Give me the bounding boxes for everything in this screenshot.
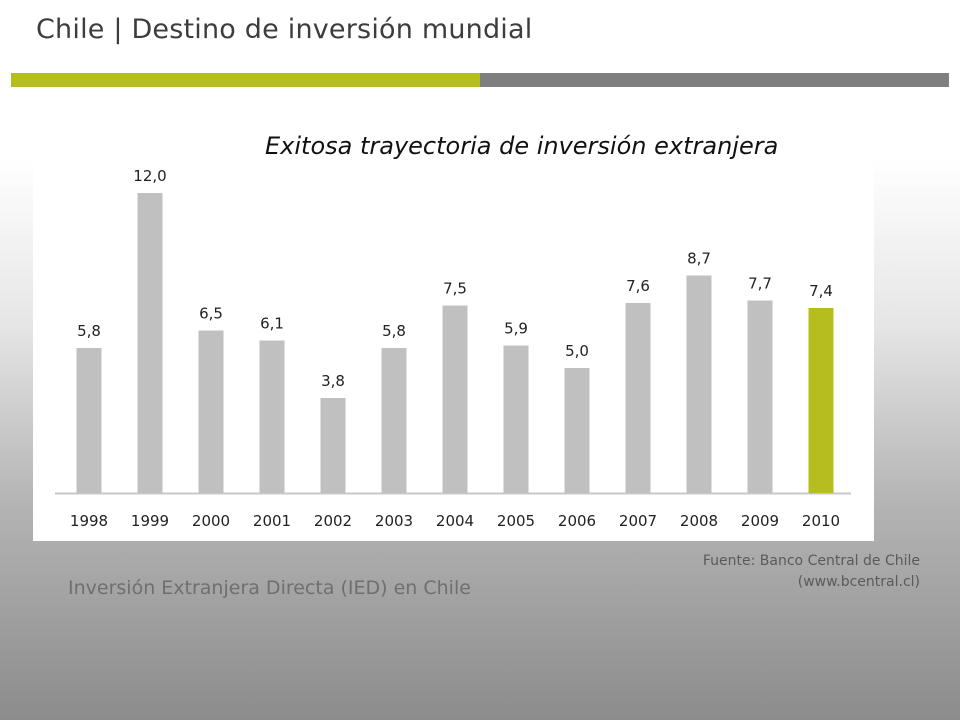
source-line-1: Fuente: Banco Central de Chile	[702, 553, 920, 569]
bar-2002	[320, 398, 346, 493]
data-label-2010: 7,4	[809, 282, 833, 300]
bar-1998	[76, 348, 102, 493]
x-tick-label-2010: 2010	[802, 512, 840, 530]
data-label-1999: 12,0	[133, 167, 166, 185]
bar-2003	[381, 348, 407, 493]
data-label-2001: 6,1	[260, 315, 284, 333]
data-label-2009: 7,7	[748, 275, 772, 293]
data-label-2000: 6,5	[199, 305, 223, 323]
data-label-1998: 5,8	[77, 322, 101, 340]
data-label-2003: 5,8	[382, 322, 406, 340]
x-tick-label-2002: 2002	[314, 512, 352, 530]
data-label-2002: 3,8	[321, 372, 345, 390]
source-line-2: (www.bcentral.cl)	[797, 574, 920, 590]
x-tick-label-2004: 2004	[436, 512, 474, 530]
source-note: Fuente: Banco Central de Chile (www.bcen…	[703, 551, 920, 593]
x-tick-label-2008: 2008	[680, 512, 718, 530]
x-tick-label-2005: 2005	[497, 512, 535, 530]
bar-2008	[686, 275, 712, 493]
bar-chart: 5,8 1998 12,0 1999 6,5 2000 6,1 2001 3,8 2002 5,8 2…	[55, 167, 851, 530]
data-label-2008: 8,7	[687, 250, 711, 268]
bar-2004	[442, 305, 468, 493]
x-tick-label-2006: 2006	[558, 512, 596, 530]
x-tick-label-2003: 2003	[375, 512, 413, 530]
data-label-2004: 7,5	[443, 280, 467, 298]
data-label-2005: 5,9	[504, 320, 528, 338]
bar-2007	[625, 303, 651, 493]
bar-2000	[198, 330, 224, 493]
x-tick-label-2007: 2007	[619, 512, 657, 530]
data-label-2007: 7,6	[626, 277, 650, 295]
chart-title: Exitosa trayectoria de inversión extranj…	[265, 132, 779, 160]
bar-2001	[259, 340, 285, 493]
bar-2006	[564, 368, 590, 493]
x-tick-label-2000: 2000	[192, 512, 230, 530]
x-tick-label-1999: 1999	[131, 512, 169, 530]
x-tick-label-2009: 2009	[741, 512, 779, 530]
data-label-2006: 5,0	[565, 342, 589, 360]
chart-panel: 5,8 1998 12,0 1999 6,5 2000 6,1 2001 3,8 2002 5,8 2…	[33, 124, 874, 541]
x-tick-label-1998: 1998	[70, 512, 108, 530]
bar-2009	[747, 300, 773, 493]
header-rule-gray	[480, 73, 949, 87]
slide-title: Chile | Destino de inversión mundial	[36, 14, 533, 45]
x-tick-label-2001: 2001	[253, 512, 291, 530]
bar-2005	[503, 345, 529, 493]
header-rule-accent	[11, 73, 480, 87]
bar-2010	[808, 308, 834, 493]
bar-1999	[137, 193, 163, 493]
chart-caption: Inversión Extranjera Directa (IED) en Ch…	[68, 577, 471, 599]
